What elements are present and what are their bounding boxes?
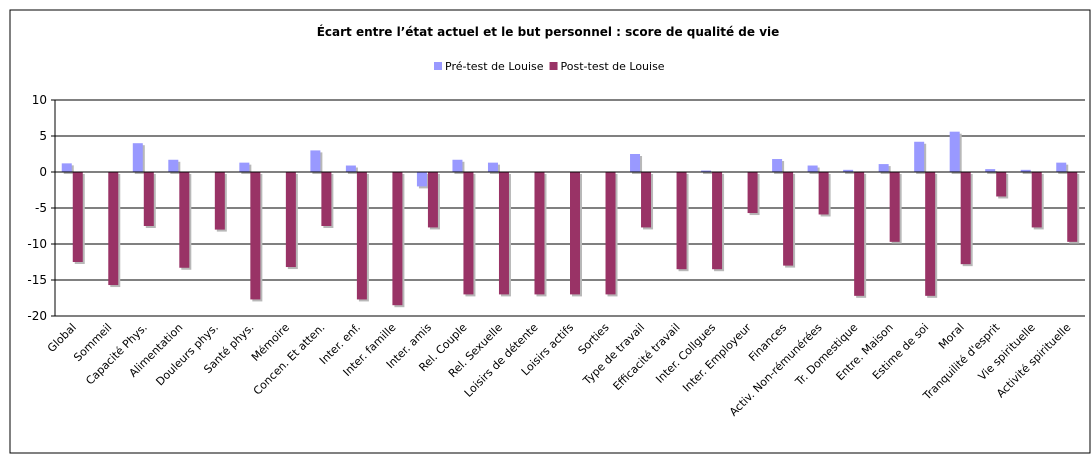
bar (1067, 172, 1078, 242)
bar (676, 172, 687, 270)
bar (179, 172, 190, 268)
y-tick-label: -15 (27, 273, 47, 287)
bar (416, 172, 427, 187)
bar (1020, 169, 1031, 172)
bar (605, 172, 616, 295)
bar (392, 172, 403, 306)
bar (108, 172, 119, 286)
bar-shadow (845, 171, 856, 174)
legend-swatch (434, 62, 442, 70)
bar (487, 162, 498, 172)
bar (878, 164, 889, 172)
bar (61, 163, 72, 172)
bar (818, 172, 829, 215)
bar-shadow (987, 171, 998, 174)
bar (285, 172, 296, 268)
bar-shadow (1022, 171, 1033, 174)
y-tick-label: -20 (27, 309, 47, 323)
y-tick-label: -10 (27, 237, 47, 251)
bar (214, 172, 225, 230)
bar (925, 172, 936, 296)
bar (72, 172, 83, 262)
legend-label: Pré-test de Louise (445, 60, 544, 73)
bar (1031, 172, 1042, 228)
y-tick-label: 10 (32, 93, 47, 107)
bar (345, 165, 356, 172)
bar (310, 150, 321, 172)
bar (701, 170, 712, 172)
bar (949, 131, 960, 172)
bar (168, 159, 179, 172)
bar (854, 172, 865, 296)
bar (807, 165, 818, 172)
legend-label: Post-test de Louise (561, 60, 665, 73)
bar (772, 159, 783, 172)
legend-swatch (549, 62, 558, 70)
bar (427, 172, 438, 228)
bar (630, 154, 641, 172)
bar (783, 172, 794, 266)
y-tick-label: -5 (35, 201, 47, 215)
chart-title: Écart entre l’état actuel et le but pers… (317, 24, 780, 39)
bar (570, 172, 580, 295)
bar (534, 172, 545, 295)
bar (985, 169, 996, 172)
bar (914, 141, 925, 172)
bar (1056, 162, 1067, 172)
bar (356, 172, 367, 300)
bar (641, 172, 652, 228)
bar-shadow (703, 172, 714, 174)
bar (712, 172, 723, 270)
bar (143, 172, 154, 226)
bar (498, 172, 509, 295)
bar (843, 169, 854, 172)
bar (250, 172, 261, 300)
y-tick-label: 0 (39, 165, 47, 179)
bar (452, 159, 463, 172)
bar (321, 172, 332, 226)
bar (889, 172, 900, 242)
bar (463, 172, 474, 295)
bar (747, 172, 758, 214)
y-tick-label: 5 (39, 129, 47, 143)
bar (960, 172, 971, 265)
bar (132, 143, 143, 172)
bar (996, 172, 1007, 197)
bar (239, 162, 250, 172)
